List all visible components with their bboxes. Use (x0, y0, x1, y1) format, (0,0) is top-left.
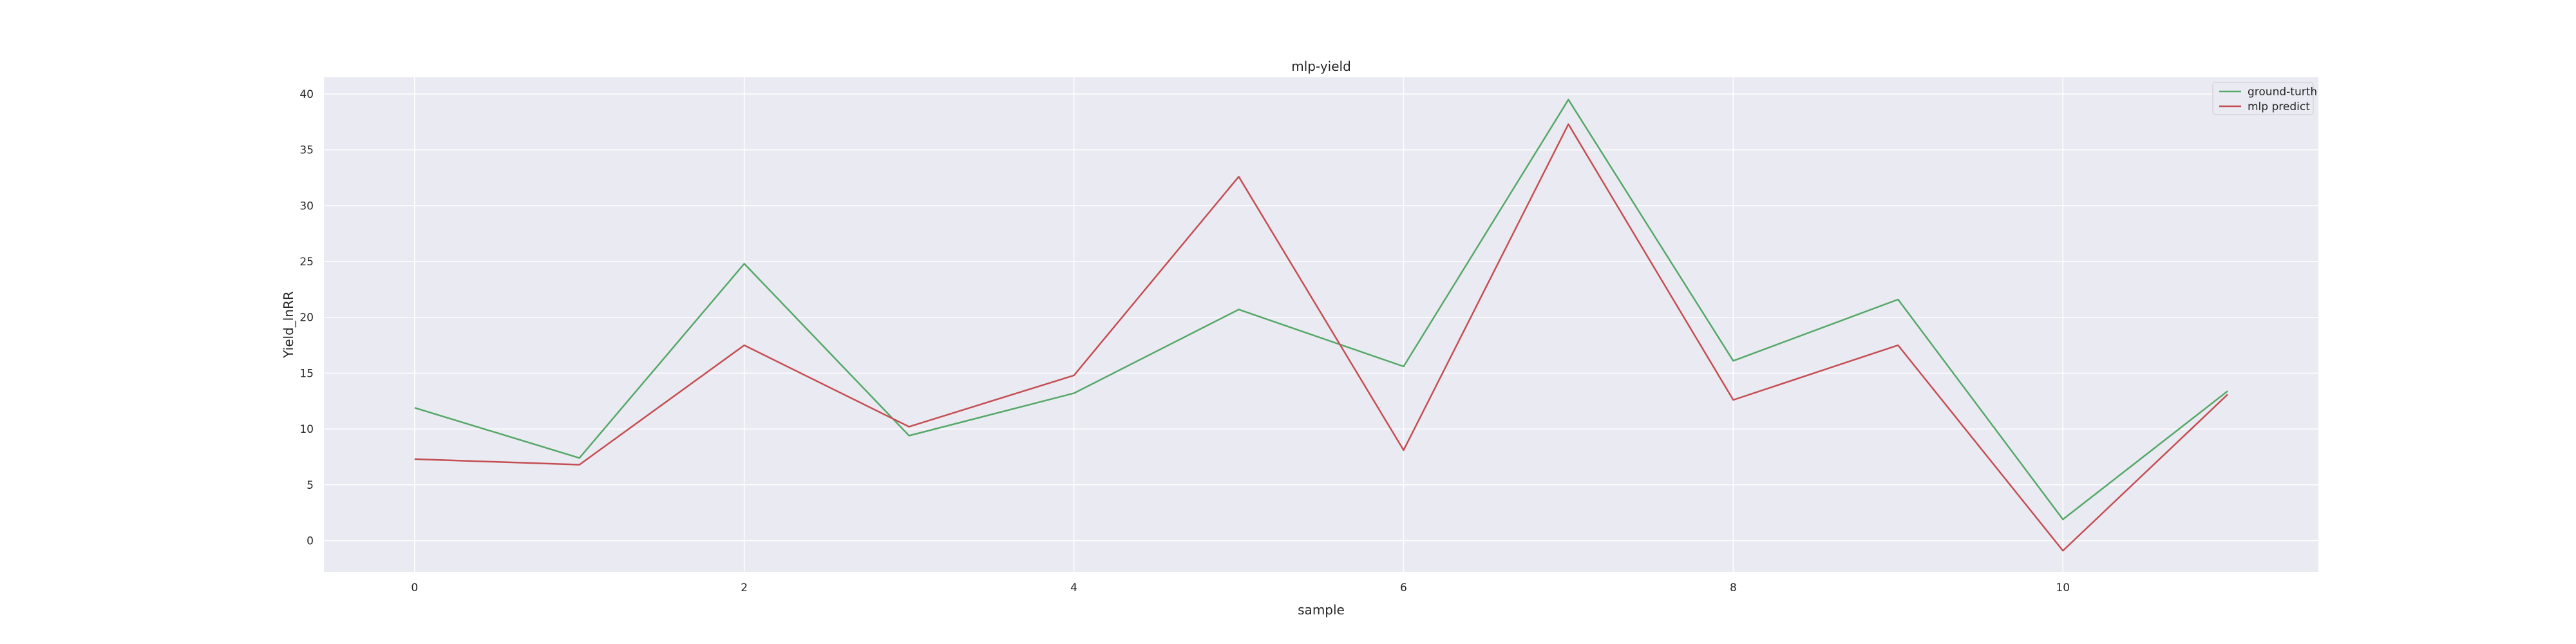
series-line-mlp-predict (414, 123, 2229, 552)
y-tick-label: 20 (299, 312, 314, 325)
y-tick-label: 30 (299, 200, 314, 213)
y-tick-label: 25 (299, 256, 314, 269)
legend-label: ground-turth (2248, 86, 2317, 99)
x-tick-label: 2 (741, 582, 748, 594)
y-tick-label: 10 (299, 423, 314, 436)
x-tick-label: 0 (411, 582, 418, 594)
plot-area (324, 77, 2318, 572)
y-axis-title: Yield_lnRR (281, 291, 296, 359)
x-axis-title: sample (1298, 602, 1345, 618)
series-lines (414, 99, 2229, 552)
y-tick-label: 40 (299, 88, 314, 101)
series-line-ground-truth (414, 99, 2228, 520)
legend-label: mlp predict (2248, 100, 2310, 113)
y-tick-label: 0 (307, 535, 314, 547)
y-tick-label: 35 (299, 144, 314, 157)
y-tick-label: 15 (299, 367, 314, 380)
x-tick-label: 6 (1400, 582, 1407, 594)
x-tick-label: 8 (1730, 582, 1737, 594)
chart-title: mlp-yield (1291, 59, 1351, 74)
x-tick-label: 10 (2056, 582, 2070, 594)
tick-labels: 0 5 10 15 20 25 30 35 40 0 2 4 6 8 10 (299, 88, 2070, 594)
y-tick-label: 5 (307, 479, 314, 492)
x-tick-label: 4 (1070, 582, 1077, 594)
gridlines (324, 77, 2318, 572)
